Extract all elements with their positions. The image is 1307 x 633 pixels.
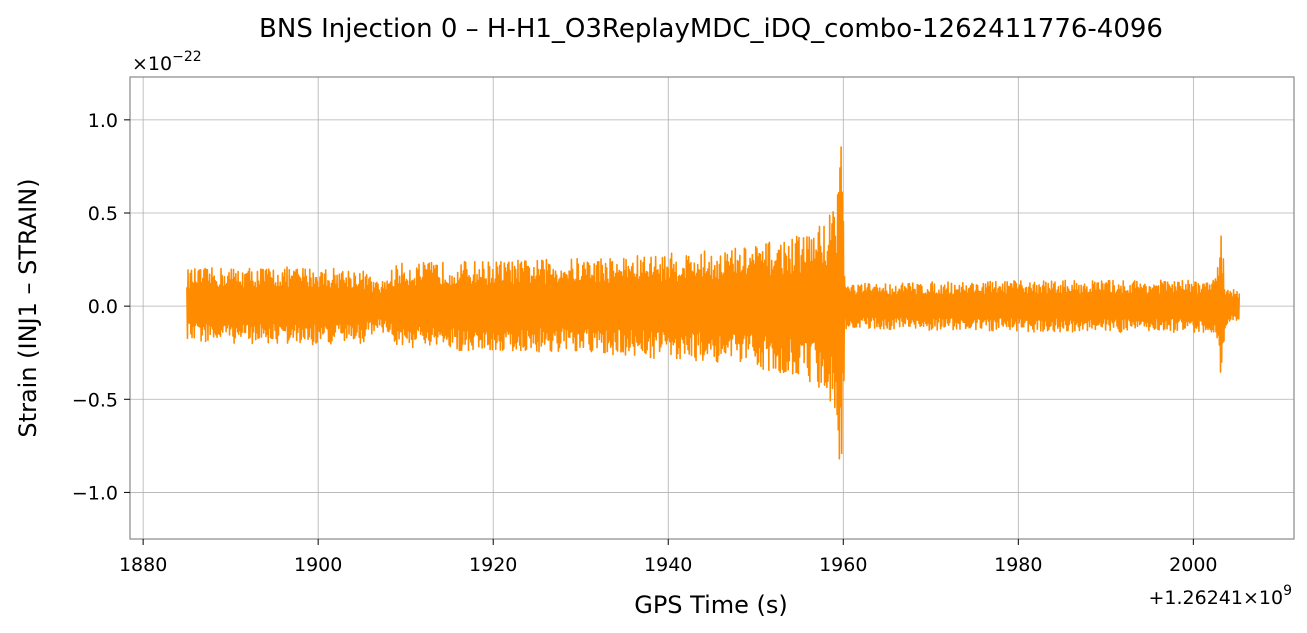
- y-scale-base: ×10: [132, 53, 172, 75]
- x-tick-label: 1980: [994, 554, 1042, 576]
- svg-text:×10−22: ×10−22: [132, 49, 202, 75]
- x-tick-label: 1900: [294, 554, 342, 576]
- x-offset-label: +1.26241×109: [1148, 583, 1292, 609]
- series-layer: [186, 146, 1241, 460]
- x-axis-label: GPS Time (s): [634, 591, 788, 619]
- x-offset-exponent: 9: [1283, 583, 1292, 599]
- x-tick-label: 1920: [469, 554, 517, 576]
- y-tick-label: −1.0: [72, 482, 118, 504]
- x-tick-label: 1940: [644, 554, 692, 576]
- y-tick-label: −0.5: [72, 389, 118, 411]
- x-tick-label: 1880: [119, 554, 167, 576]
- y-tick-label: 0.0: [88, 296, 118, 318]
- plot-frame: [129, 76, 1295, 540]
- x-tick-label: 2000: [1169, 554, 1217, 576]
- y-scale-label: ×10−22: [132, 49, 202, 75]
- svg-text:+1.26241×109: +1.26241×109: [1148, 583, 1292, 609]
- y-tick-label: 0.5: [88, 203, 118, 225]
- x-offset-base: +1.26241×10: [1148, 587, 1283, 609]
- y-axis: −1.0 −0.5 0.0 0.5 1.0: [72, 110, 130, 504]
- x-axis: 1880 1900 1920 1940 1960 1980 2000: [119, 539, 1218, 576]
- y-tick-label: 1.0: [88, 110, 118, 132]
- y-scale-exponent: −22: [172, 49, 202, 65]
- strain-series-line: [186, 146, 1241, 460]
- x-tick-label: 1960: [819, 554, 867, 576]
- y-axis-label: Strain (INJ1 – STRAIN): [14, 178, 42, 437]
- chart-title: BNS Injection 0 – H-H1_O3ReplayMDC_iDQ_c…: [259, 14, 1163, 44]
